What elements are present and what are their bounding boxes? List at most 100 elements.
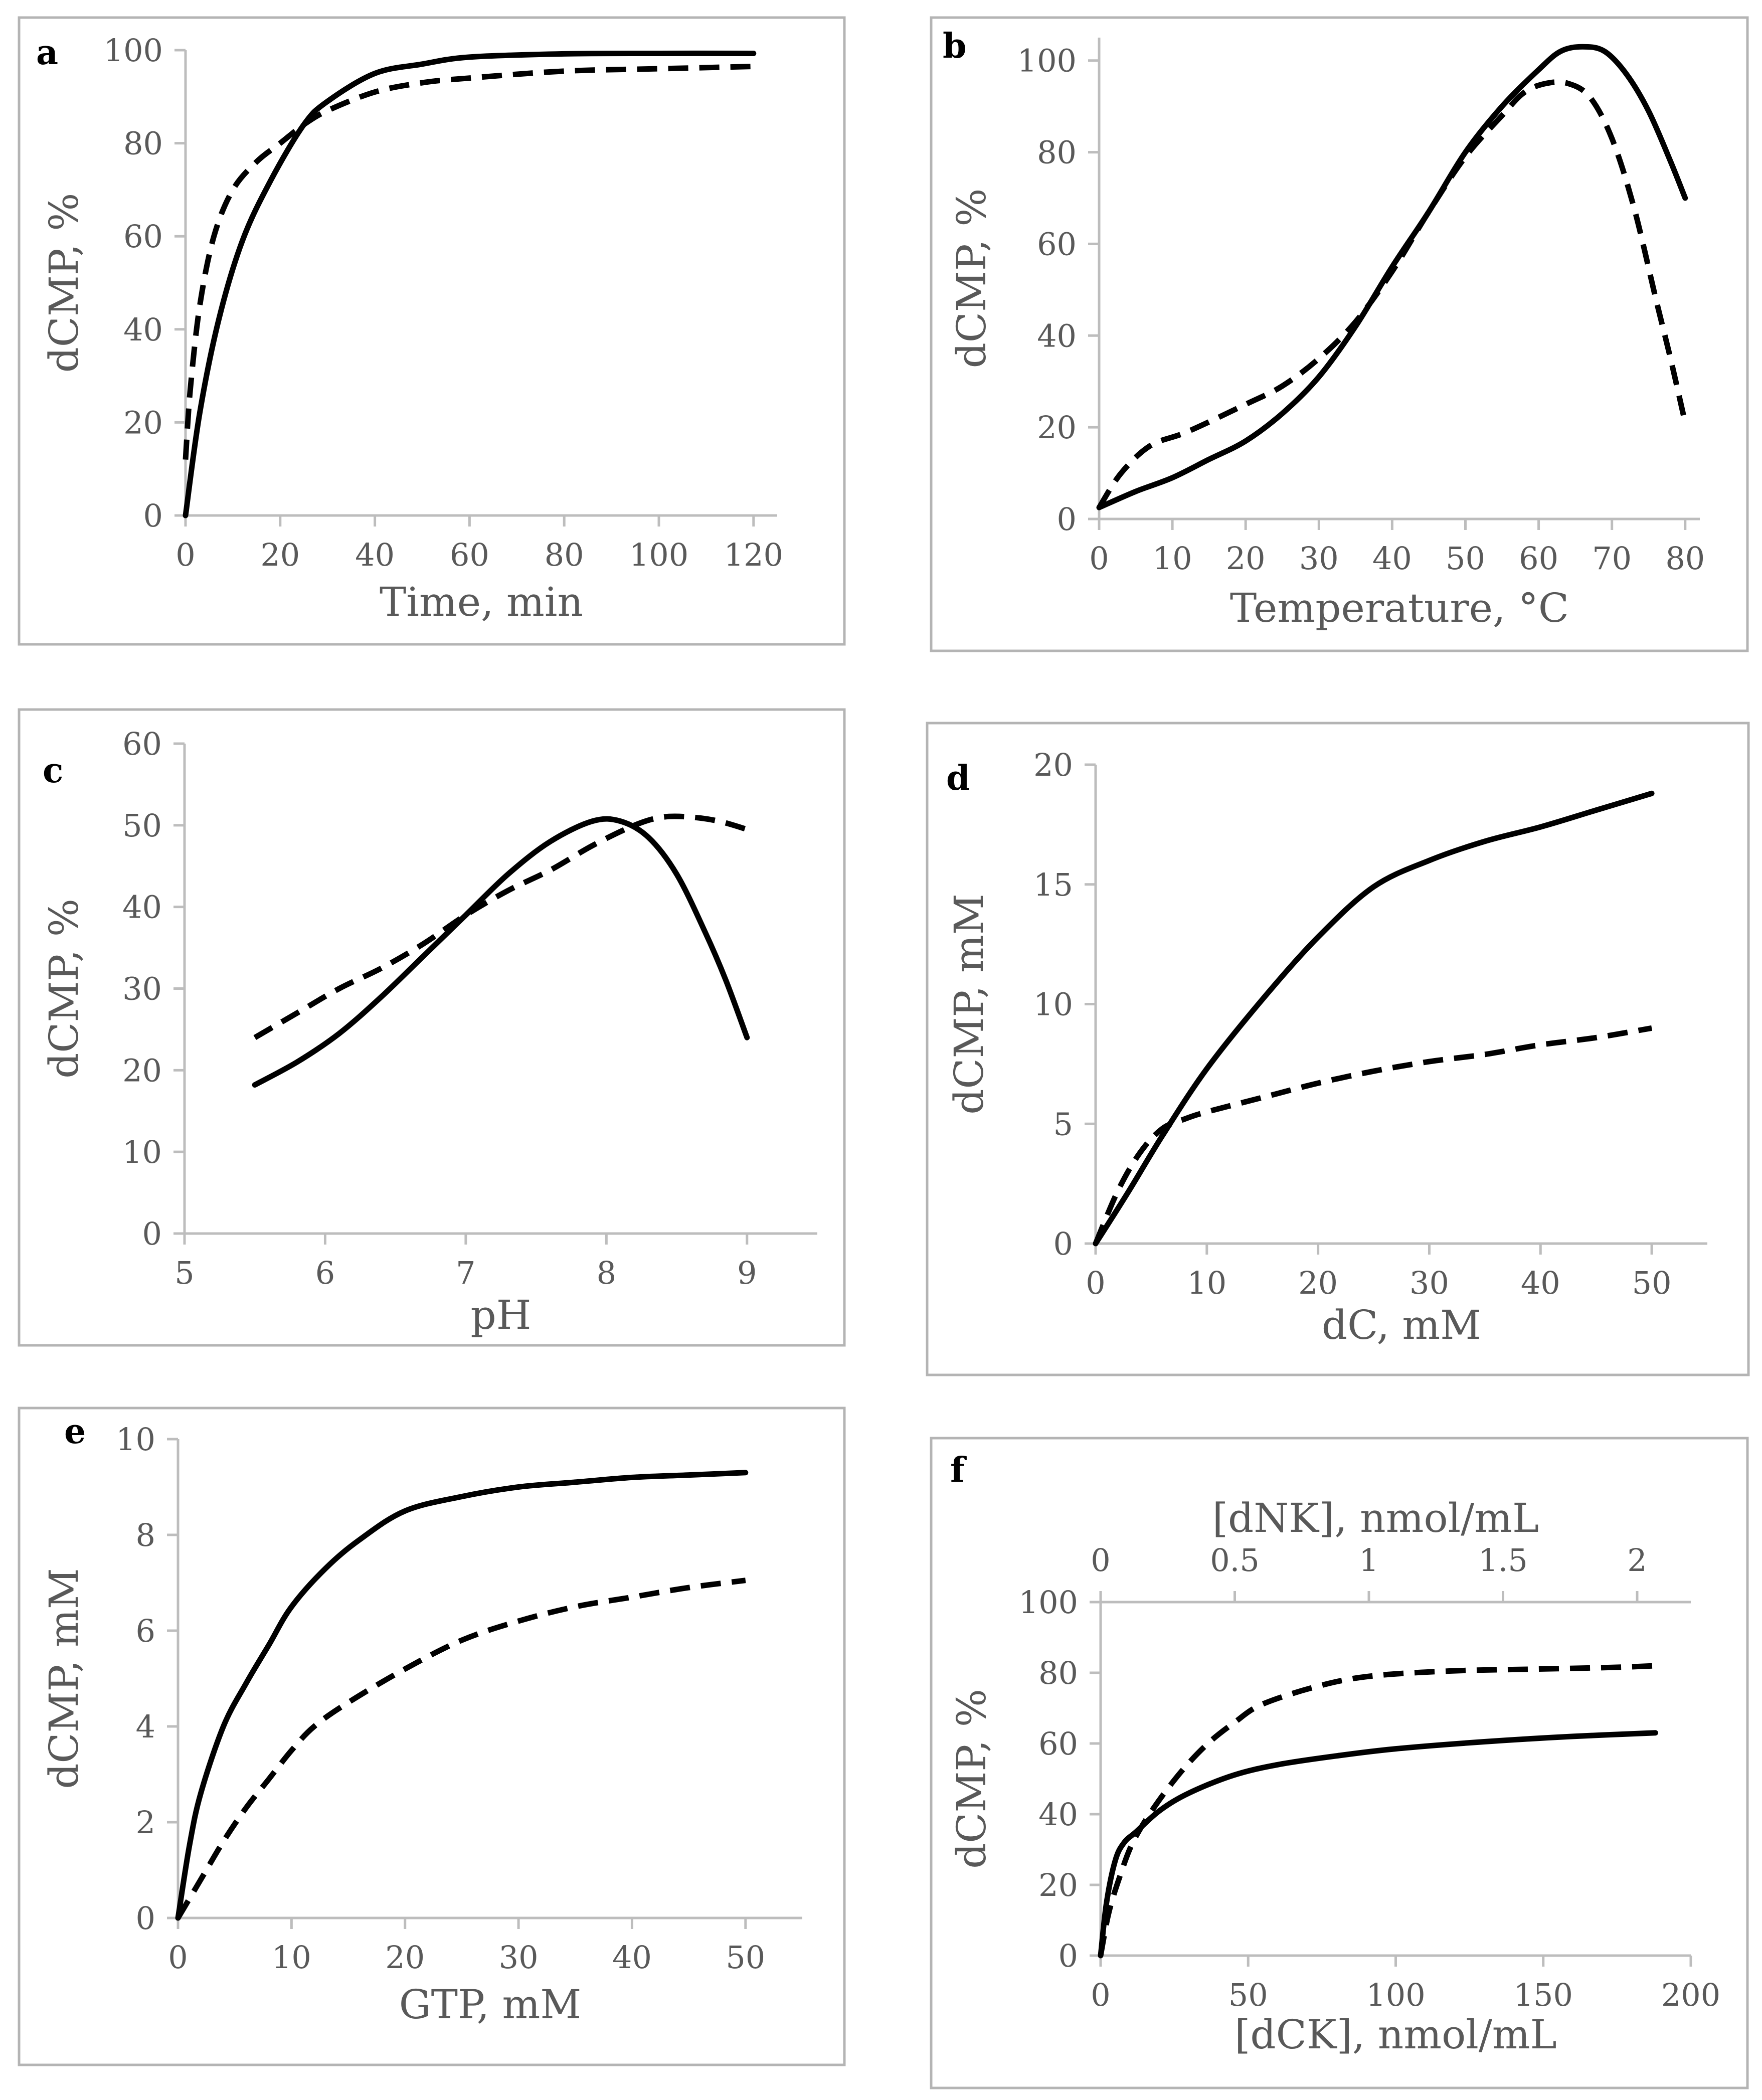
y-tick-label: 0 bbox=[1057, 501, 1077, 538]
y-tick-label: 100 bbox=[1017, 43, 1077, 79]
series-line-dashed bbox=[175, 1578, 746, 1919]
panel-a-label: a bbox=[36, 33, 58, 73]
x-tick-label: 10 bbox=[1187, 1265, 1226, 1301]
x2-axis-title: [dNK], nmol/mL bbox=[1212, 1495, 1539, 1541]
x-tick-label: 150 bbox=[1514, 1977, 1573, 2013]
panel-d-label: d bbox=[946, 758, 970, 798]
y-tick-label: 20 bbox=[123, 404, 163, 441]
y-tick-label: 8 bbox=[136, 1517, 155, 1553]
series-line-solid bbox=[175, 1470, 749, 1921]
panel-f-label: f bbox=[950, 1450, 967, 1490]
x-tick-label: 0 bbox=[1091, 1977, 1110, 2013]
x-tick-label: 20 bbox=[1226, 540, 1266, 577]
series-line-solid bbox=[252, 816, 750, 1088]
x-tick-label: 50 bbox=[726, 1939, 765, 1976]
panel-a: a 0 20 40 60 80 100 0 20 40 60 80 100 120 dCMP, % Time… bbox=[18, 16, 846, 646]
y-tick-label: 20 bbox=[1033, 747, 1073, 783]
y-tick-label: 40 bbox=[1037, 317, 1077, 354]
panel-b-plot: 0 20 40 60 80 100 0 10 20 30 40 50 60 70 80 dCMP, % Temp… bbox=[948, 38, 1705, 631]
x-tick-label: 80 bbox=[1665, 540, 1705, 577]
y-tick-label: 5 bbox=[1053, 1106, 1073, 1142]
y-tick-label: 0 bbox=[142, 1215, 162, 1252]
x-tick-label: 40 bbox=[355, 537, 395, 573]
series-line-dashed bbox=[1097, 79, 1688, 509]
y-axis-title: dCMP, % bbox=[41, 899, 87, 1079]
y-tick-label: 50 bbox=[122, 807, 162, 844]
panel-c-label: c bbox=[43, 751, 63, 791]
y-tick-label: 60 bbox=[122, 726, 162, 762]
y-tick-label: 100 bbox=[1019, 1584, 1078, 1621]
panel-e: e 0 2 4 6 8 10 0 10 20 30 40 50 dCMP, mM GTP, mM bbox=[18, 1407, 846, 2066]
x-tick-label: 10 bbox=[1153, 540, 1192, 577]
x2-tick-label: 2 bbox=[1627, 1542, 1647, 1579]
panel-a-frame bbox=[18, 16, 846, 646]
y-tick-label: 40 bbox=[123, 311, 163, 348]
y-tick-label: 15 bbox=[1033, 866, 1073, 903]
x-axis-title: Temperature, °C bbox=[1230, 585, 1569, 631]
x2-tick-label: 0.5 bbox=[1210, 1542, 1260, 1579]
y-axis-title: dCMP, % bbox=[948, 1689, 995, 1869]
x-tick-label: 60 bbox=[1519, 540, 1558, 577]
x-tick-label: 40 bbox=[612, 1939, 652, 1976]
x-tick-label: 0 bbox=[1089, 540, 1109, 577]
y-tick-label: 60 bbox=[1038, 1725, 1078, 1762]
x-tick-label: 200 bbox=[1661, 1977, 1720, 2013]
series-line-dashed bbox=[1098, 1663, 1656, 1957]
y-tick-label: 0 bbox=[136, 1900, 155, 1937]
panel-c: c 0 10 20 30 40 50 60 5 6 7 8 9 dCMP, % pH bbox=[18, 708, 846, 1347]
x-axis-title: dC, mM bbox=[1322, 1302, 1481, 1348]
x-tick-label: 80 bbox=[545, 537, 584, 573]
x-axis-title: pH bbox=[471, 1292, 532, 1338]
x-tick-label: 40 bbox=[1372, 540, 1412, 577]
x-tick-label: 40 bbox=[1521, 1265, 1560, 1301]
x-tick-label: 0 bbox=[175, 537, 195, 573]
series-line-solid bbox=[183, 50, 757, 518]
y-tick-label: 0 bbox=[143, 497, 163, 534]
y-tick-label: 60 bbox=[123, 218, 163, 255]
y-tick-label: 10 bbox=[116, 1421, 155, 1458]
y-tick-label: 80 bbox=[123, 125, 163, 162]
y-tick-label: 100 bbox=[104, 32, 163, 69]
x-tick-label: 50 bbox=[1228, 1977, 1268, 2013]
x-tick-label: 50 bbox=[1632, 1265, 1672, 1301]
y-tick-label: 40 bbox=[122, 889, 162, 926]
panel-c-plot: 0 10 20 30 40 50 60 5 6 7 8 9 dCMP, % pH bbox=[41, 726, 817, 1338]
x2-tick-label: 1 bbox=[1359, 1542, 1378, 1579]
y-axis-title: dCMP, % bbox=[948, 189, 995, 369]
x-tick-label: 70 bbox=[1592, 540, 1632, 577]
x-tick-label: 60 bbox=[450, 537, 489, 573]
x-tick-label: 30 bbox=[499, 1939, 539, 1976]
panel-b-label: b bbox=[943, 26, 967, 66]
panel-d-plot: 0 5 10 15 20 0 10 20 30 40 50 dCMP, mM dC, mM bbox=[946, 747, 1707, 1348]
x-tick-label: 120 bbox=[724, 537, 783, 573]
y-tick-label: 80 bbox=[1037, 134, 1077, 171]
y-axis-title: dCMP, % bbox=[41, 193, 87, 373]
series-line-solid bbox=[1093, 790, 1655, 1247]
x-tick-label: 20 bbox=[385, 1939, 425, 1976]
x-tick-label: 10 bbox=[272, 1939, 311, 1976]
series-line-solid bbox=[1096, 44, 1688, 510]
y-tick-label: 80 bbox=[1038, 1655, 1078, 1691]
y-tick-label: 6 bbox=[136, 1613, 155, 1649]
panel-d-frame bbox=[926, 722, 1750, 1376]
x-tick-label: 9 bbox=[737, 1255, 757, 1291]
y-tick-label: 10 bbox=[1033, 986, 1073, 1023]
x-tick-label: 30 bbox=[1409, 1265, 1449, 1301]
x-tick-label: 30 bbox=[1299, 540, 1339, 577]
x-axis-title: GTP, mM bbox=[399, 1981, 582, 2028]
x-axis-title: [dCK], nmol/mL bbox=[1235, 2011, 1557, 2058]
y-tick-label: 4 bbox=[136, 1708, 155, 1745]
panel-e-label: e bbox=[64, 1412, 86, 1452]
y-tick-label: 20 bbox=[1037, 409, 1077, 446]
x-tick-label: 7 bbox=[456, 1255, 475, 1291]
x-tick-label: 0 bbox=[1086, 1265, 1105, 1301]
y-tick-label: 20 bbox=[1038, 1867, 1078, 1903]
series-line-solid bbox=[1098, 1730, 1658, 1959]
y-tick-label: 0 bbox=[1059, 1938, 1078, 1974]
series-line-dashed bbox=[183, 64, 754, 460]
x-axis-title: Time, min bbox=[380, 579, 583, 625]
series-line-dashed bbox=[1093, 1025, 1653, 1245]
x-tick-label: 100 bbox=[629, 537, 688, 573]
